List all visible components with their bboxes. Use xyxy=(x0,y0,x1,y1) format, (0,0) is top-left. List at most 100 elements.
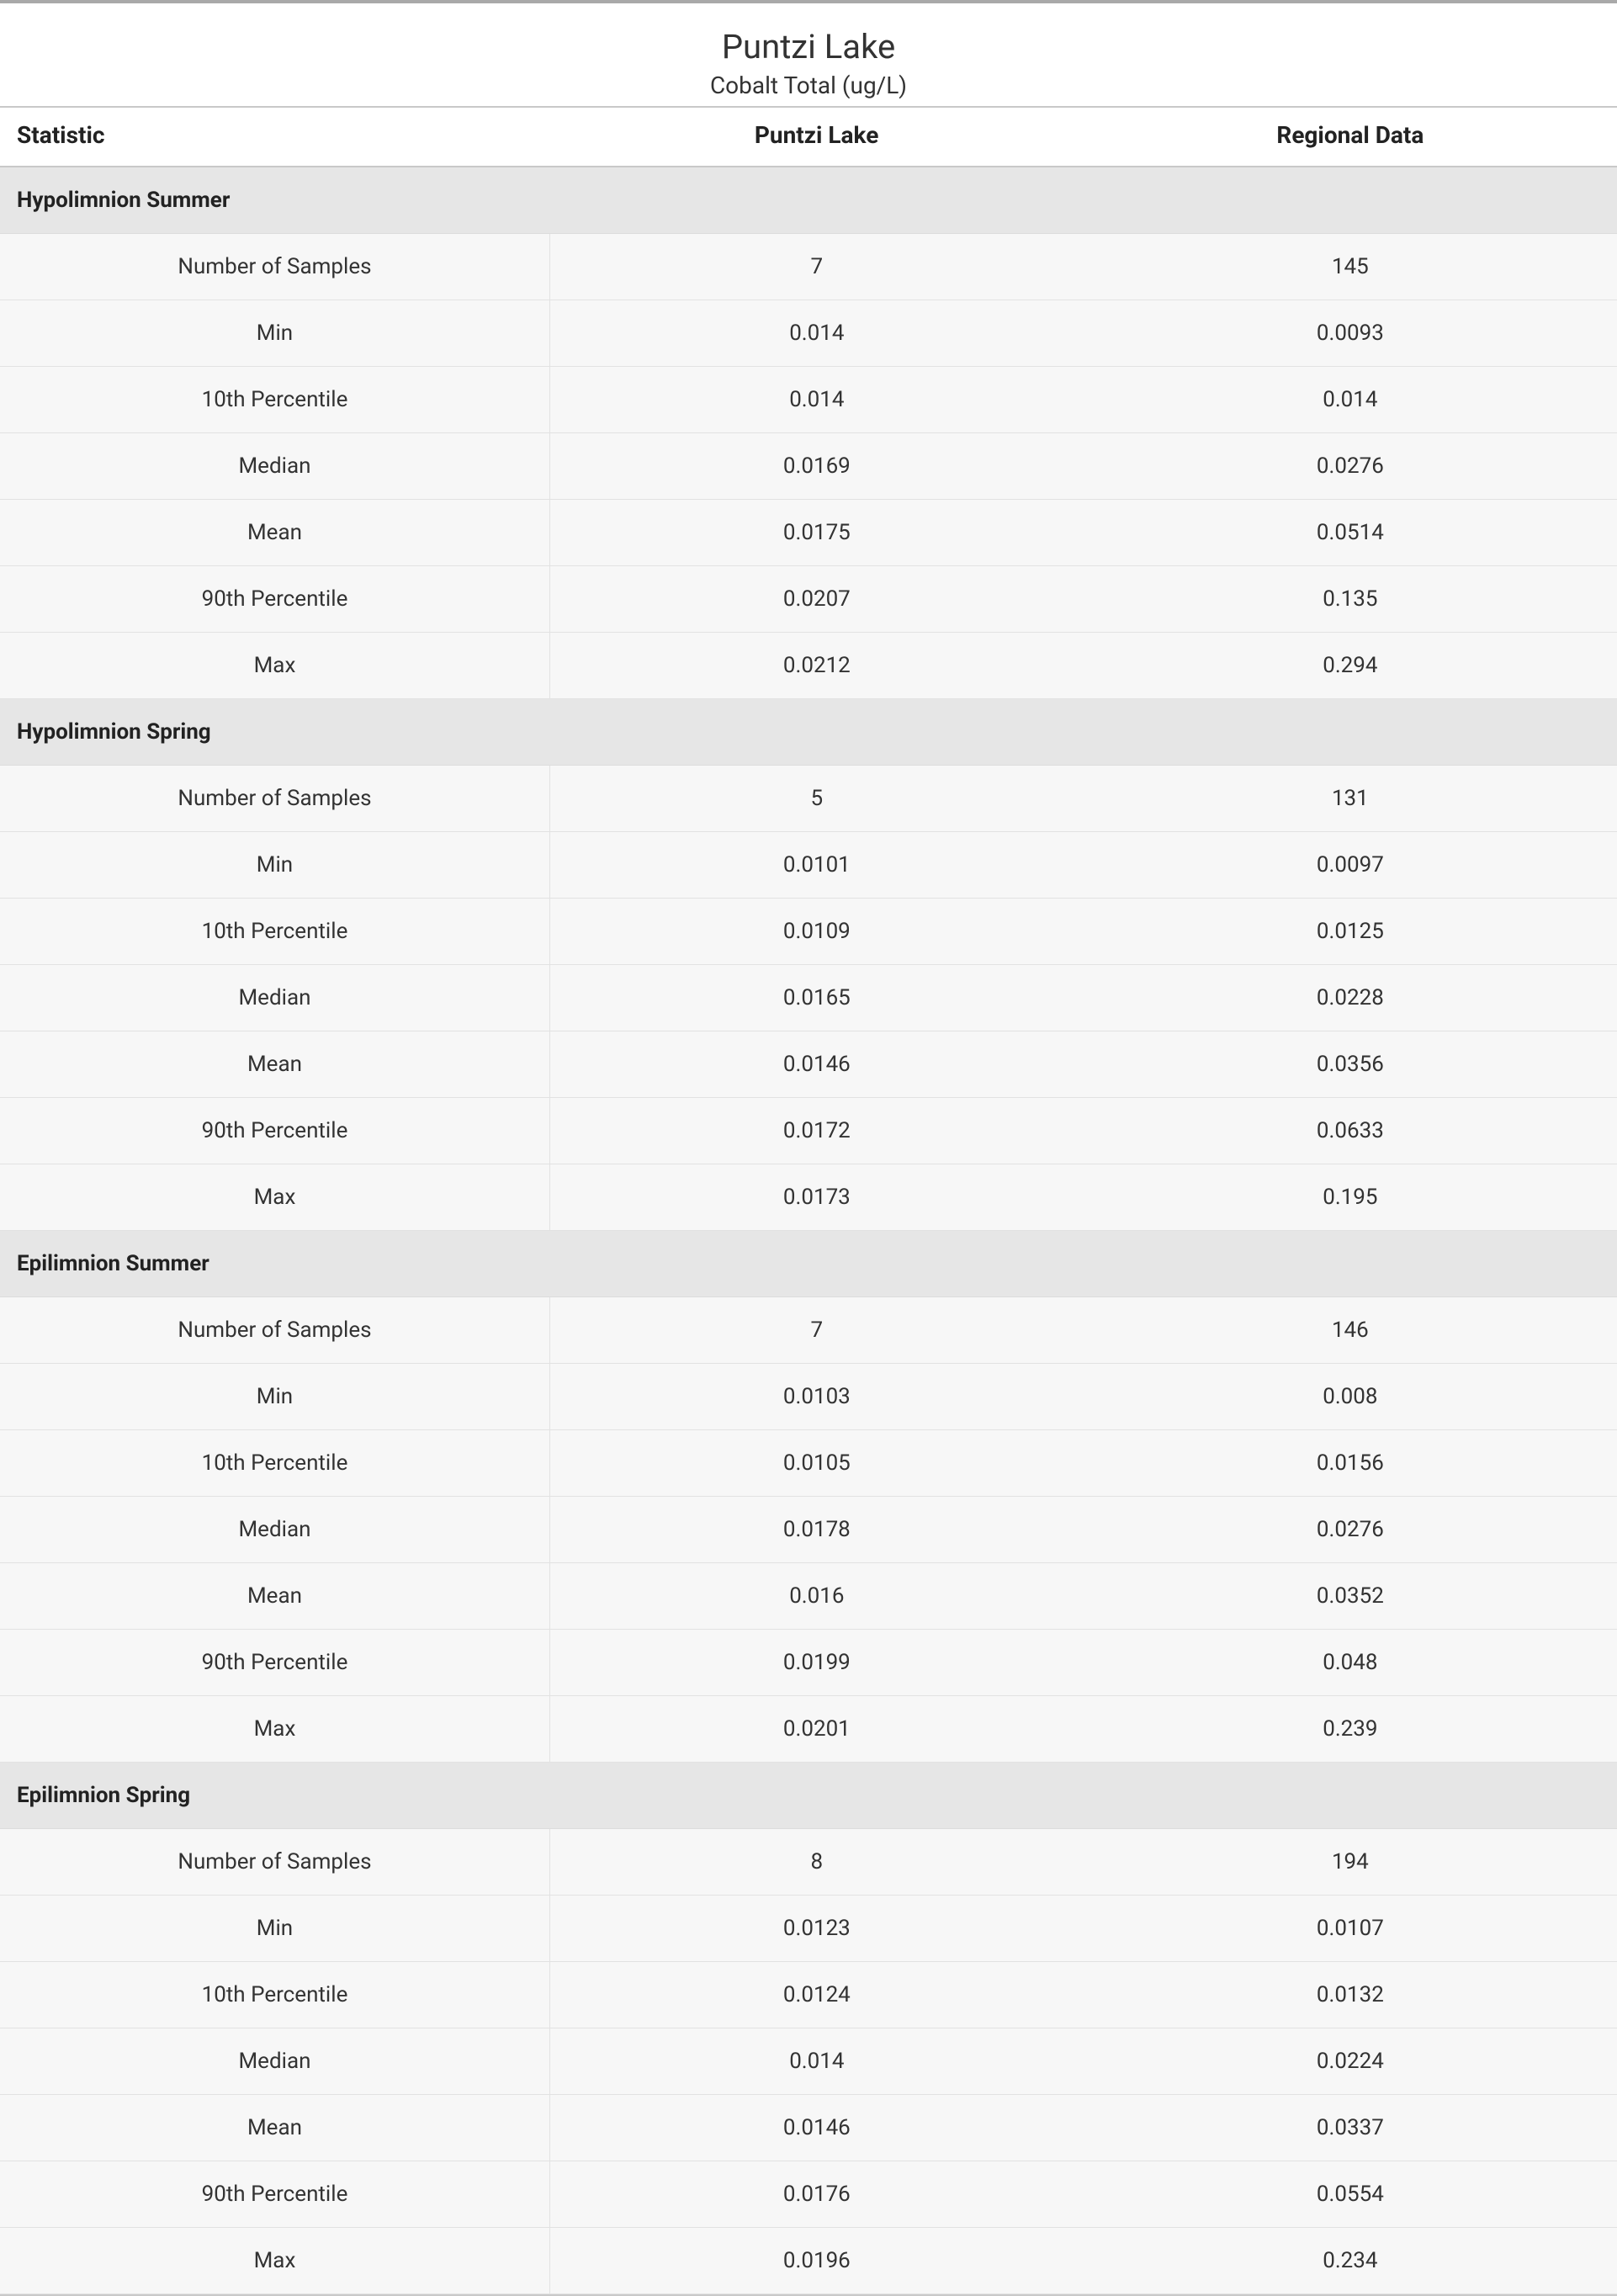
section-header-row: Hypolimnion Summer xyxy=(0,167,1617,234)
table-row: 10th Percentile0.0140.014 xyxy=(0,367,1617,433)
regional-value-cell: 0.135 xyxy=(1084,566,1617,633)
site-value-cell: 0.0109 xyxy=(549,899,1083,965)
regional-value-cell: 0.0276 xyxy=(1084,433,1617,500)
site-value-cell: 0.014 xyxy=(549,2028,1083,2095)
section-header-row: Epilimnion Summer xyxy=(0,1231,1617,1297)
regional-value-cell: 0.294 xyxy=(1084,633,1617,699)
site-value-cell: 0.0201 xyxy=(549,1696,1083,1763)
stat-name-cell: Number of Samples xyxy=(0,1297,549,1364)
stat-name-cell: Max xyxy=(0,2228,549,2294)
regional-value-cell: 0.0633 xyxy=(1084,1098,1617,1164)
stat-name-cell: Min xyxy=(0,1364,549,1430)
regional-value-cell: 131 xyxy=(1084,766,1617,832)
col-header-statistic: Statistic xyxy=(0,107,549,167)
stat-name-cell: 10th Percentile xyxy=(0,1962,549,2028)
table-row: Number of Samples7145 xyxy=(0,234,1617,300)
site-value-cell: 0.0169 xyxy=(549,433,1083,500)
stat-name-cell: Number of Samples xyxy=(0,766,549,832)
table-row: Mean0.01460.0337 xyxy=(0,2095,1617,2161)
regional-value-cell: 0.048 xyxy=(1084,1630,1617,1696)
stat-name-cell: 90th Percentile xyxy=(0,566,549,633)
site-value-cell: 7 xyxy=(549,234,1083,300)
site-value-cell: 0.014 xyxy=(549,367,1083,433)
regional-value-cell: 0.0224 xyxy=(1084,2028,1617,2095)
site-value-cell: 7 xyxy=(549,1297,1083,1364)
table-row: Max0.01960.234 xyxy=(0,2228,1617,2294)
stat-name-cell: Max xyxy=(0,1696,549,1763)
site-value-cell: 0.0196 xyxy=(549,2228,1083,2294)
regional-value-cell: 0.0107 xyxy=(1084,1896,1617,1962)
stat-name-cell: Median xyxy=(0,1497,549,1563)
col-header-regional: Regional Data xyxy=(1084,107,1617,167)
section-header-row: Epilimnion Spring xyxy=(0,1763,1617,1829)
site-value-cell: 0.0173 xyxy=(549,1164,1083,1231)
table-row: Mean0.01750.0514 xyxy=(0,500,1617,566)
section-header: Epilimnion Spring xyxy=(0,1763,1617,1829)
report-page: Puntzi Lake Cobalt Total (ug/L) Statisti… xyxy=(0,0,1617,2296)
site-value-cell: 0.0175 xyxy=(549,500,1083,566)
stat-name-cell: Min xyxy=(0,832,549,899)
regional-value-cell: 0.234 xyxy=(1084,2228,1617,2294)
table-row: 90th Percentile0.01760.0554 xyxy=(0,2161,1617,2228)
section-header: Epilimnion Summer xyxy=(0,1231,1617,1297)
site-value-cell: 0.0101 xyxy=(549,832,1083,899)
regional-value-cell: 0.0276 xyxy=(1084,1497,1617,1563)
stat-name-cell: Min xyxy=(0,300,549,367)
site-value-cell: 0.0103 xyxy=(549,1364,1083,1430)
stat-name-cell: Median xyxy=(0,2028,549,2095)
regional-value-cell: 0.008 xyxy=(1084,1364,1617,1430)
regional-value-cell: 0.195 xyxy=(1084,1164,1617,1231)
stat-name-cell: 90th Percentile xyxy=(0,1098,549,1164)
table-row: Mean0.01460.0356 xyxy=(0,1031,1617,1098)
section-header: Hypolimnion Spring xyxy=(0,699,1617,766)
regional-value-cell: 0.014 xyxy=(1084,367,1617,433)
stat-name-cell: Median xyxy=(0,433,549,500)
table-row: Min0.01030.008 xyxy=(0,1364,1617,1430)
table-body: Hypolimnion SummerNumber of Samples7145M… xyxy=(0,167,1617,2294)
regional-value-cell: 145 xyxy=(1084,234,1617,300)
regional-value-cell: 0.0125 xyxy=(1084,899,1617,965)
table-row: Median0.01650.0228 xyxy=(0,965,1617,1031)
statistics-table: Statistic Puntzi Lake Regional Data Hypo… xyxy=(0,106,1617,2294)
stat-name-cell: 10th Percentile xyxy=(0,899,549,965)
stat-name-cell: Number of Samples xyxy=(0,234,549,300)
site-value-cell: 0.0207 xyxy=(549,566,1083,633)
table-row: Max0.02120.294 xyxy=(0,633,1617,699)
stat-name-cell: Mean xyxy=(0,1563,549,1630)
site-value-cell: 0.0178 xyxy=(549,1497,1083,1563)
site-value-cell: 0.0199 xyxy=(549,1630,1083,1696)
stat-name-cell: Mean xyxy=(0,1031,549,1098)
table-row: Median0.0140.0224 xyxy=(0,2028,1617,2095)
section-header-row: Hypolimnion Spring xyxy=(0,699,1617,766)
site-value-cell: 0.0212 xyxy=(549,633,1083,699)
stat-name-cell: Max xyxy=(0,1164,549,1231)
stat-name-cell: 10th Percentile xyxy=(0,1430,549,1497)
regional-value-cell: 0.0514 xyxy=(1084,500,1617,566)
regional-value-cell: 0.239 xyxy=(1084,1696,1617,1763)
site-value-cell: 0.0165 xyxy=(549,965,1083,1031)
site-value-cell: 0.0105 xyxy=(549,1430,1083,1497)
stat-name-cell: Max xyxy=(0,633,549,699)
table-row: 10th Percentile0.01050.0156 xyxy=(0,1430,1617,1497)
table-row: Number of Samples8194 xyxy=(0,1829,1617,1896)
site-value-cell: 0.0146 xyxy=(549,1031,1083,1098)
site-value-cell: 5 xyxy=(549,766,1083,832)
site-value-cell: 0.014 xyxy=(549,300,1083,367)
stat-name-cell: Mean xyxy=(0,2095,549,2161)
stat-name-cell: 90th Percentile xyxy=(0,2161,549,2228)
site-value-cell: 0.0146 xyxy=(549,2095,1083,2161)
table-header-row: Statistic Puntzi Lake Regional Data xyxy=(0,107,1617,167)
table-row: Median0.01780.0276 xyxy=(0,1497,1617,1563)
table-row: 90th Percentile0.01720.0633 xyxy=(0,1098,1617,1164)
table-row: 10th Percentile0.01240.0132 xyxy=(0,1962,1617,2028)
table-row: 10th Percentile0.01090.0125 xyxy=(0,899,1617,965)
col-header-site: Puntzi Lake xyxy=(549,107,1083,167)
site-value-cell: 0.0176 xyxy=(549,2161,1083,2228)
report-subtitle: Cobalt Total (ug/L) xyxy=(0,72,1617,99)
table-row: Max0.02010.239 xyxy=(0,1696,1617,1763)
table-row: Median0.01690.0276 xyxy=(0,433,1617,500)
stat-name-cell: Min xyxy=(0,1896,549,1962)
regional-value-cell: 0.0337 xyxy=(1084,2095,1617,2161)
site-value-cell: 0.0123 xyxy=(549,1896,1083,1962)
regional-value-cell: 146 xyxy=(1084,1297,1617,1364)
